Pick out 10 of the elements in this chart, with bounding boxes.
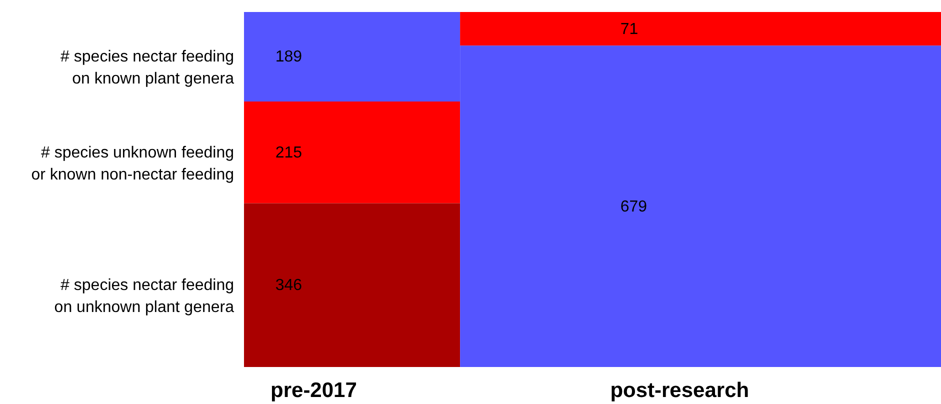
series-label: # species unknown feeding or known non-nectar feeding xyxy=(31,144,234,184)
category-label: pre-2017 xyxy=(270,379,357,402)
series-label: # species nectar feeding on known plant genera xyxy=(60,48,234,88)
category-label: post-research xyxy=(610,379,750,402)
data-label: 679 xyxy=(620,198,648,216)
series-label: # species nectar feeding on unknown plant genera xyxy=(54,277,234,316)
data-label: 189 xyxy=(275,48,302,66)
data-label: 71 xyxy=(620,20,638,38)
data-label: 215 xyxy=(275,144,302,162)
data-label: 346 xyxy=(275,277,302,294)
